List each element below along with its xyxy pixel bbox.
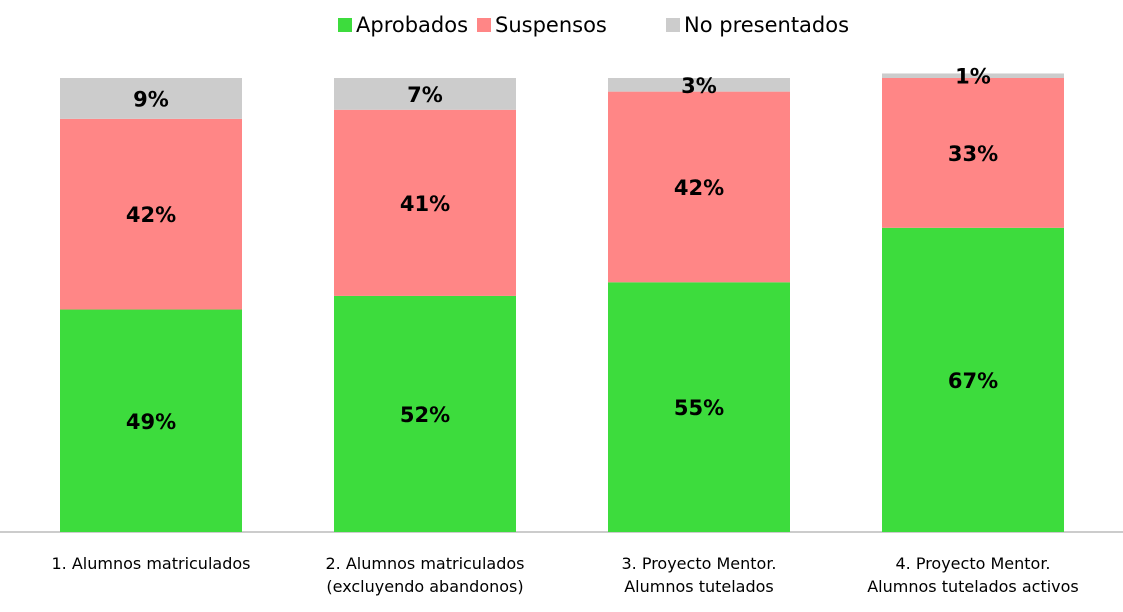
value-label: 9% — [133, 87, 169, 111]
bar-segment — [608, 91, 790, 283]
x-tick-label: 3. Proyecto Mentor. Alumnos tutelados — [621, 554, 777, 596]
value-label: 3% — [681, 74, 717, 98]
value-label: 1% — [955, 65, 991, 89]
bar-segment — [60, 309, 242, 532]
x-tick-label: 1. Alumnos matriculados — [51, 554, 251, 573]
legend-label: Suspensos — [495, 13, 607, 37]
x-tick-label: 2. Alumnos matriculados (excluyendo aban… — [325, 554, 525, 596]
value-label: 67% — [948, 369, 998, 393]
bar-segment — [334, 295, 516, 532]
bar-segment — [60, 78, 242, 119]
bar-segment — [334, 109, 516, 296]
bar-segment — [608, 78, 790, 92]
bar-segment — [882, 227, 1064, 532]
value-label: 42% — [126, 203, 176, 227]
bar-segment — [882, 78, 1064, 228]
value-label: 41% — [400, 192, 450, 216]
legend-label: No presentados — [684, 13, 849, 37]
value-label: 55% — [674, 396, 724, 420]
legend-swatch — [477, 18, 491, 32]
legend-swatch — [666, 18, 680, 32]
bar-segment — [882, 73, 1064, 78]
value-label: 52% — [400, 403, 450, 427]
x-tick-label: 4. Proyecto Mentor. Alumnos tutelados ac… — [867, 554, 1079, 596]
bar-segment — [334, 78, 516, 110]
bar-segment — [60, 118, 242, 310]
bar-segment — [608, 282, 790, 532]
legend-swatch — [338, 18, 352, 32]
value-label: 42% — [674, 176, 724, 200]
value-label: 49% — [126, 410, 176, 434]
value-label: 33% — [948, 142, 998, 166]
legend-label: Aprobados — [356, 13, 468, 37]
value-label: 7% — [407, 83, 443, 107]
